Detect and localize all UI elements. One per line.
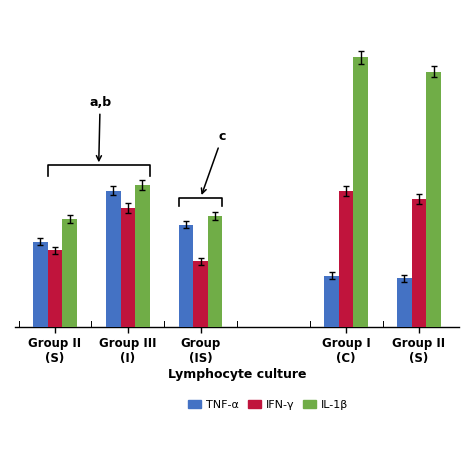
Bar bbox=[135, 185, 150, 327]
Bar bbox=[208, 216, 222, 327]
Bar bbox=[397, 278, 412, 327]
Bar bbox=[33, 242, 48, 327]
Bar bbox=[324, 275, 339, 327]
Bar bbox=[412, 199, 426, 327]
Bar bbox=[426, 72, 441, 327]
Bar bbox=[339, 191, 354, 327]
Bar bbox=[354, 57, 368, 327]
Bar bbox=[120, 208, 135, 327]
Bar bbox=[106, 191, 120, 327]
Bar bbox=[179, 225, 193, 327]
Bar bbox=[48, 250, 62, 327]
Bar bbox=[193, 262, 208, 327]
Bar bbox=[62, 219, 77, 327]
X-axis label: Lymphocyte culture: Lymphocyte culture bbox=[168, 368, 306, 381]
Text: c: c bbox=[201, 130, 226, 193]
Text: a,b: a,b bbox=[89, 96, 111, 161]
Legend: TNF-α, IFN-γ, IL-1β: TNF-α, IFN-γ, IL-1β bbox=[184, 396, 353, 415]
